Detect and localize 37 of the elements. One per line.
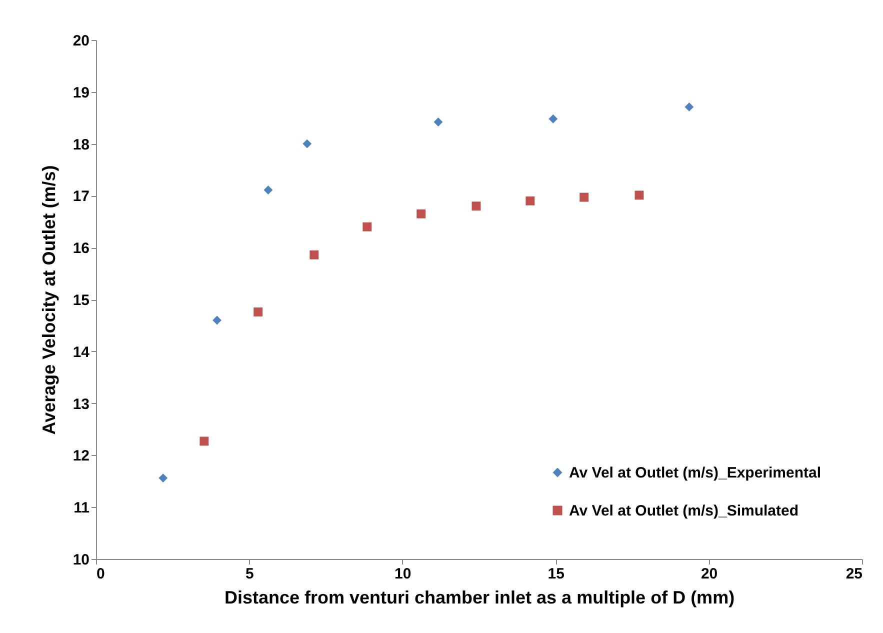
x-tick-label: 10: [394, 566, 412, 582]
x-tick-label: 5: [246, 566, 254, 582]
point: [634, 190, 644, 200]
y-tick-label: 12: [72, 448, 90, 465]
point: [362, 222, 372, 232]
point: [526, 196, 535, 206]
legend-label: Av Vel at Outlet (m/s)_Experimental: [569, 464, 822, 482]
point: [548, 114, 558, 124]
x-tick-label: 20: [700, 566, 718, 582]
point: [200, 436, 209, 446]
y-tick-label: 11: [74, 500, 90, 517]
y-tick-label: 19: [72, 84, 90, 102]
x-axis-title: Distance from venturi chamber inlet as a multiple of D (mm): [224, 588, 735, 608]
point: [264, 186, 273, 194]
x-tick-label: 25: [846, 566, 862, 582]
point: [434, 118, 443, 126]
point: [310, 250, 319, 260]
y-axis-title: Average Velocity at Outlet (m/s): [38, 165, 59, 435]
x-tick-label: 0: [96, 566, 105, 582]
point: [472, 202, 481, 211]
point: [416, 209, 426, 218]
x-tick-label: 15: [548, 566, 564, 582]
y-tick-label: 16: [72, 240, 90, 258]
point: [254, 307, 263, 316]
legend-label: Av Vel at Outlet (m/s)_Simulated: [569, 502, 799, 520]
y-tick-label: 20: [72, 32, 90, 50]
y-tick-label: 15: [72, 292, 90, 309]
point: [580, 192, 589, 202]
y-tick-label: 10: [72, 552, 90, 568]
y-tick-label: 14: [72, 344, 90, 361]
point: [158, 474, 168, 483]
y-tick-label: 13: [72, 396, 90, 413]
point: [684, 102, 694, 112]
y-tick-label: 17: [72, 188, 90, 206]
point: [212, 316, 222, 325]
point: [302, 139, 312, 148]
y-tick-label: 18: [72, 136, 90, 154]
